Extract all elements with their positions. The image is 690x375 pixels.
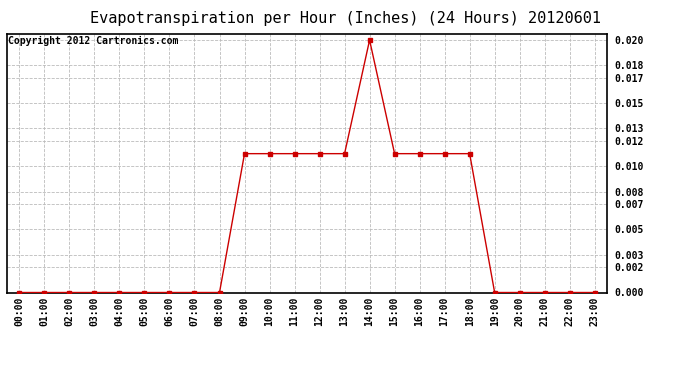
Text: Copyright 2012 Cartronics.com: Copyright 2012 Cartronics.com [8,36,179,46]
Text: Evapotranspiration per Hour (Inches) (24 Hours) 20120601: Evapotranspiration per Hour (Inches) (24… [90,11,600,26]
